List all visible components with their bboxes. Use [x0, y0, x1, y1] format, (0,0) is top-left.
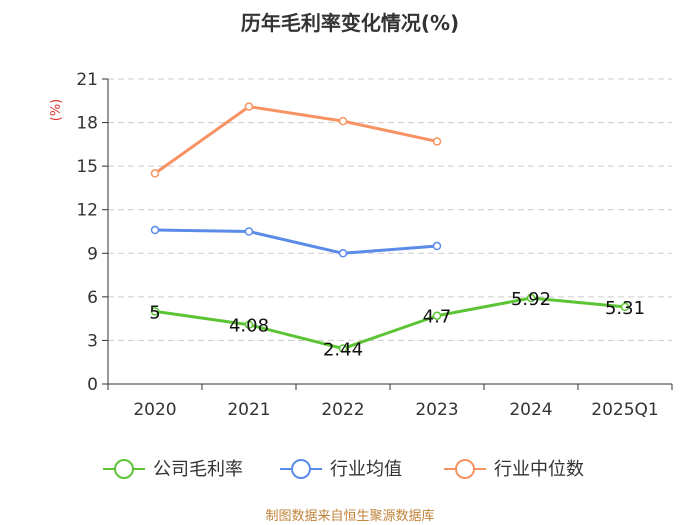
data-point [338, 249, 348, 258]
series-lines [150, 102, 630, 353]
x-tick-label: 2023 [415, 400, 458, 420]
data-labels: 5 4.08 2.44 4.7 5.92 5.31 [149, 289, 645, 361]
legend-marker [455, 459, 475, 479]
data-point [244, 102, 254, 111]
series-line-0 [154, 296, 626, 351]
data-point [150, 169, 160, 178]
y-tick-label: 21 [76, 70, 98, 90]
y-tick-label: 9 [87, 244, 98, 264]
data-point [526, 293, 536, 303]
data-point [338, 116, 348, 126]
series-line-2 [154, 105, 438, 175]
data-point [432, 311, 442, 320]
x-tick-label: 2022 [321, 400, 364, 420]
data-point [432, 137, 442, 146]
y-tick-label: 15 [76, 157, 98, 177]
y-tick-label: 3 [87, 331, 98, 351]
y-tick-label: 12 [76, 201, 98, 221]
series-line-1 [154, 228, 438, 255]
x-tick-label: 2024 [509, 400, 552, 420]
data-label: 5 [149, 302, 160, 323]
legend-marker [291, 459, 311, 479]
x-tick-label: 2020 [133, 400, 176, 420]
data-point [150, 307, 160, 316]
legend-label: 行业中位数 [494, 459, 584, 480]
legend-marker [114, 459, 134, 479]
data-label: 4.08 [229, 316, 269, 337]
legend: 公司毛利率 行业均值 行业中位数 [103, 459, 584, 480]
data-label: 2.44 [323, 340, 363, 361]
y-tick-label: 6 [87, 288, 98, 308]
axes: 0 3 6 9 12 15 18 21 2020 2021 2022 2023 2024 2025Q1 [76, 70, 673, 420]
data-point [432, 241, 442, 251]
y-tick-label: 18 [76, 114, 98, 134]
data-point [338, 344, 348, 353]
legend-label: 行业均值 [330, 459, 402, 480]
data-point [244, 227, 254, 236]
y-axis-label: (%) [49, 99, 64, 122]
x-tick-label: 2021 [227, 400, 270, 420]
data-point [150, 225, 160, 235]
source-note: 制图数据来自恒生聚源数据库 [265, 509, 435, 524]
grid-lines [108, 78, 672, 341]
data-label: 5.31 [605, 298, 645, 319]
x-tick-label: 2025Q1 [591, 400, 658, 420]
data-point [244, 320, 254, 329]
y-tick-label: 0 [87, 375, 98, 395]
data-point [620, 302, 630, 312]
chart-title: 历年毛利率变化情况(%) [241, 11, 459, 35]
legend-label: 公司毛利率 [153, 459, 243, 480]
data-label: 5.92 [511, 289, 551, 310]
data-label: 4.7 [423, 307, 452, 328]
